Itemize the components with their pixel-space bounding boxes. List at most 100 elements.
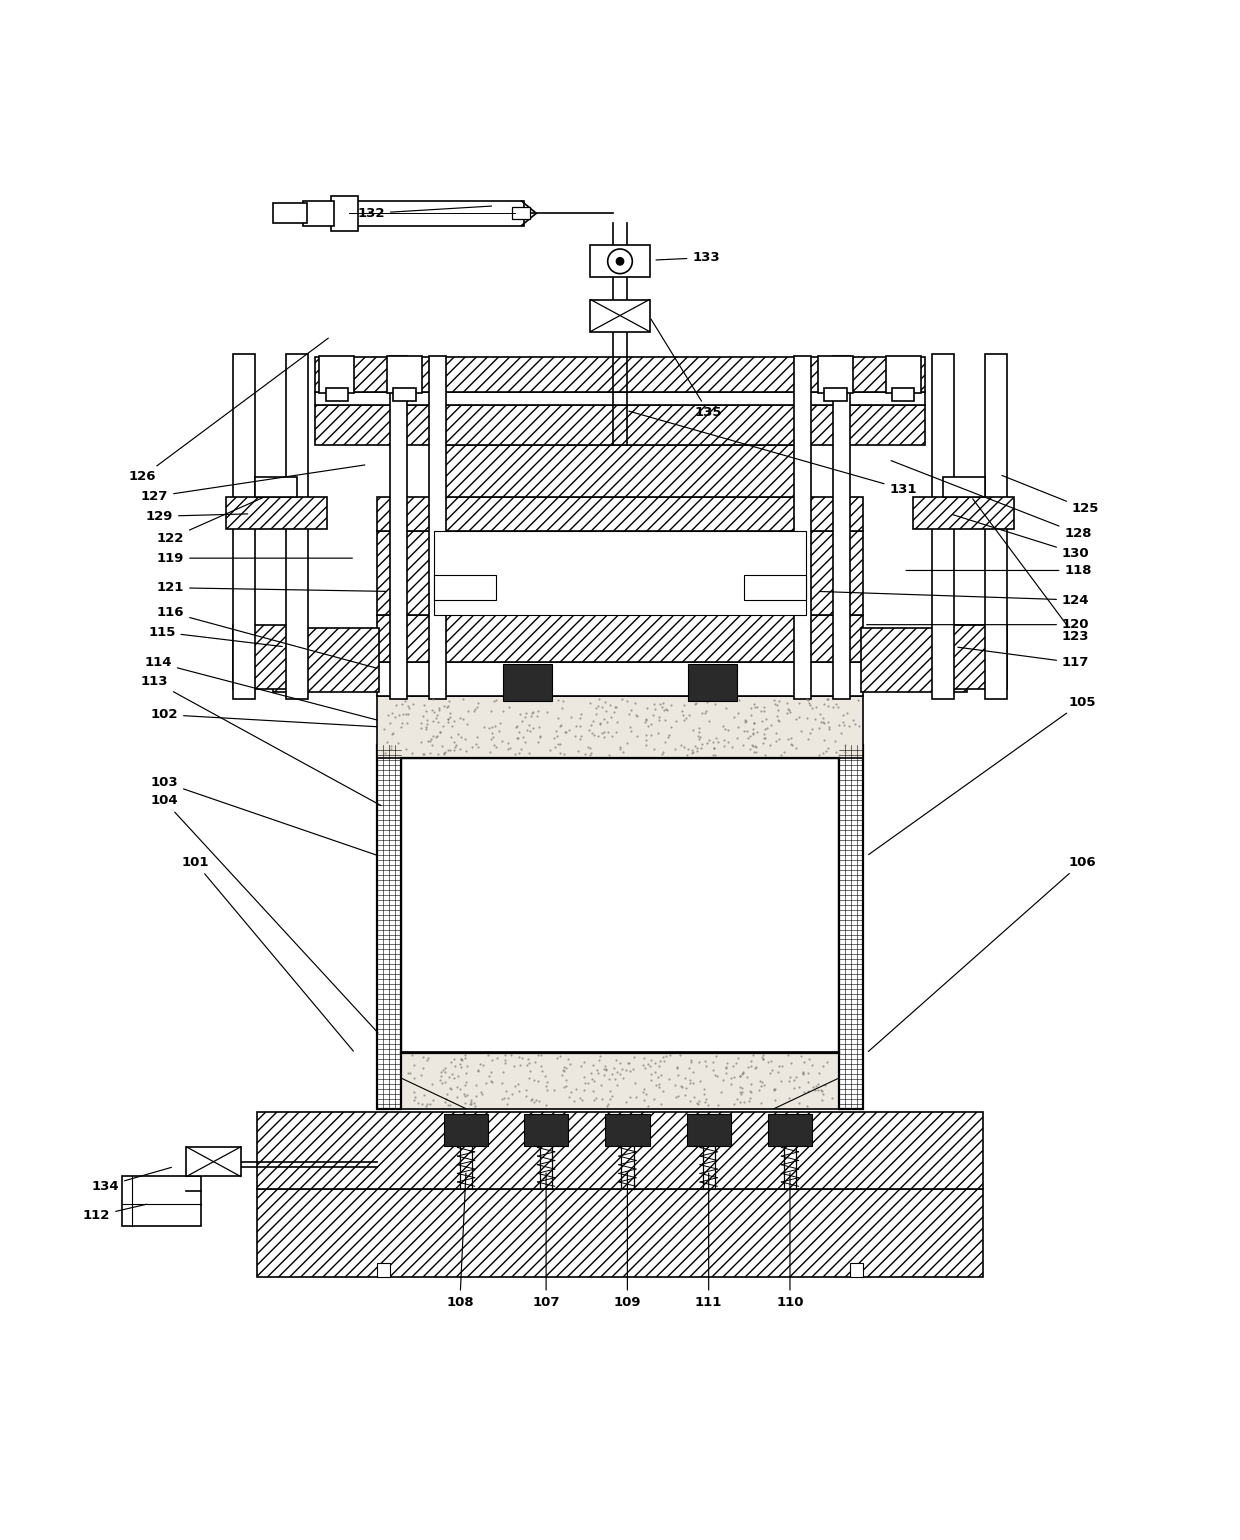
- Point: [574, 1064, 594, 1089]
- Text: 114: 114: [144, 656, 377, 721]
- Point: [641, 711, 661, 736]
- Point: [746, 735, 766, 759]
- Point: [608, 1072, 627, 1096]
- Point: [580, 691, 600, 716]
- Point: [604, 699, 624, 724]
- Bar: [255, 477, 298, 496]
- Point: [433, 735, 453, 759]
- Point: [522, 1087, 542, 1112]
- Point: [694, 701, 714, 725]
- Point: [482, 1069, 502, 1093]
- Point: [828, 695, 848, 719]
- Point: [704, 1063, 724, 1087]
- Point: [583, 721, 603, 745]
- Point: [754, 699, 774, 724]
- Point: [667, 1056, 687, 1081]
- Point: [396, 701, 415, 725]
- Point: [833, 710, 853, 735]
- Point: [808, 742, 828, 767]
- Point: [640, 1053, 660, 1078]
- Point: [682, 741, 702, 765]
- Point: [556, 1056, 575, 1081]
- Point: [675, 1083, 694, 1107]
- Point: [696, 1089, 715, 1113]
- Point: [784, 1067, 804, 1092]
- Text: 126: 126: [129, 339, 329, 484]
- Point: [481, 699, 501, 724]
- Point: [513, 725, 533, 750]
- Point: [422, 698, 441, 722]
- Point: [645, 1050, 665, 1075]
- Point: [794, 1061, 813, 1086]
- Bar: [932, 625, 1007, 688]
- Point: [520, 741, 539, 765]
- Point: [436, 695, 456, 719]
- Bar: [401, 758, 839, 1053]
- Point: [506, 715, 526, 739]
- Point: [650, 691, 670, 716]
- Point: [589, 687, 609, 711]
- Point: [683, 718, 703, 742]
- Point: [718, 730, 738, 755]
- Point: [417, 1047, 436, 1072]
- Point: [599, 742, 619, 767]
- Point: [560, 1052, 580, 1076]
- Point: [613, 741, 632, 765]
- Point: [453, 687, 472, 711]
- Point: [769, 727, 789, 752]
- Point: [596, 1058, 616, 1083]
- Point: [718, 718, 738, 742]
- Point: [675, 693, 694, 718]
- Point: [634, 1076, 653, 1101]
- Point: [551, 1043, 570, 1067]
- Point: [544, 725, 564, 750]
- Text: 112: 112: [83, 1204, 146, 1223]
- Point: [554, 1075, 574, 1100]
- Point: [583, 1052, 603, 1076]
- Point: [485, 688, 505, 713]
- Point: [515, 730, 534, 755]
- Text: 111: 111: [694, 1173, 723, 1309]
- Point: [404, 1052, 424, 1076]
- Point: [450, 736, 470, 761]
- Point: [746, 695, 766, 719]
- Point: [811, 710, 831, 735]
- Bar: [226, 496, 327, 528]
- Point: [464, 1092, 484, 1116]
- Point: [427, 725, 446, 750]
- Point: [451, 1055, 471, 1080]
- Point: [636, 1081, 656, 1106]
- Point: [412, 730, 432, 755]
- Point: [598, 710, 618, 735]
- Point: [438, 1081, 458, 1106]
- Point: [510, 1052, 529, 1076]
- Point: [684, 691, 704, 716]
- Point: [551, 732, 570, 756]
- Point: [404, 1066, 424, 1090]
- Point: [436, 1086, 456, 1110]
- Point: [518, 1047, 538, 1072]
- Point: [547, 1046, 567, 1070]
- Point: [430, 1067, 450, 1092]
- Point: [754, 721, 774, 745]
- Point: [435, 1055, 455, 1080]
- Point: [753, 730, 773, 755]
- Point: [739, 1089, 759, 1113]
- Point: [818, 736, 838, 761]
- Point: [680, 1070, 699, 1095]
- Point: [745, 739, 765, 764]
- Point: [818, 710, 838, 735]
- Point: [583, 1078, 603, 1103]
- Point: [494, 699, 513, 724]
- Point: [506, 741, 526, 765]
- Point: [758, 1050, 777, 1075]
- Point: [600, 1078, 620, 1103]
- Point: [761, 713, 781, 738]
- Point: [469, 1060, 489, 1084]
- Point: [414, 1083, 434, 1107]
- Point: [528, 1069, 548, 1093]
- Point: [723, 735, 743, 759]
- Point: [707, 1063, 727, 1087]
- Point: [634, 1046, 653, 1070]
- Point: [559, 718, 579, 742]
